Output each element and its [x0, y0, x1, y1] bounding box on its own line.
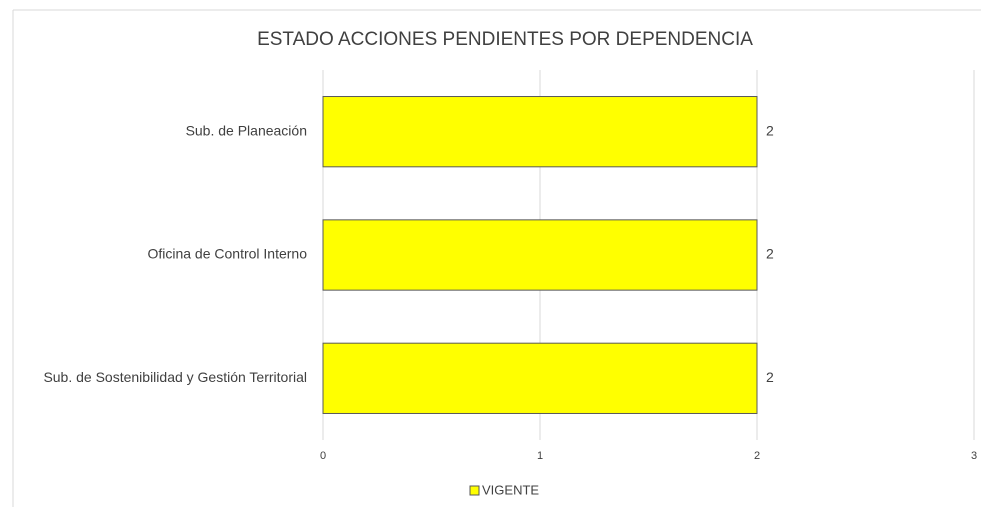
bar — [322, 219, 758, 291]
bar — [322, 342, 758, 414]
data-label: 2 — [766, 122, 774, 138]
y-tick-label: Oficina de Control Interno — [147, 246, 307, 262]
x-tick-label: 1 — [537, 450, 543, 462]
bar — [322, 96, 758, 168]
x-tick-label: 2 — [754, 450, 760, 462]
x-tick-label: 0 — [320, 450, 326, 462]
chart-title: ESTADO ACCIONES PENDIENTES POR DEPENDENC… — [257, 29, 753, 50]
data-label: 2 — [766, 246, 774, 262]
legend-swatch — [469, 485, 480, 496]
y-tick-label: Sub. de Sostenibilidad y Gestión Territo… — [43, 369, 307, 385]
x-tick-label: 3 — [971, 450, 977, 462]
y-tick-label: Sub. de Planeación — [186, 122, 307, 138]
legend-label: VIGENTE — [482, 482, 539, 497]
data-label: 2 — [766, 369, 774, 385]
